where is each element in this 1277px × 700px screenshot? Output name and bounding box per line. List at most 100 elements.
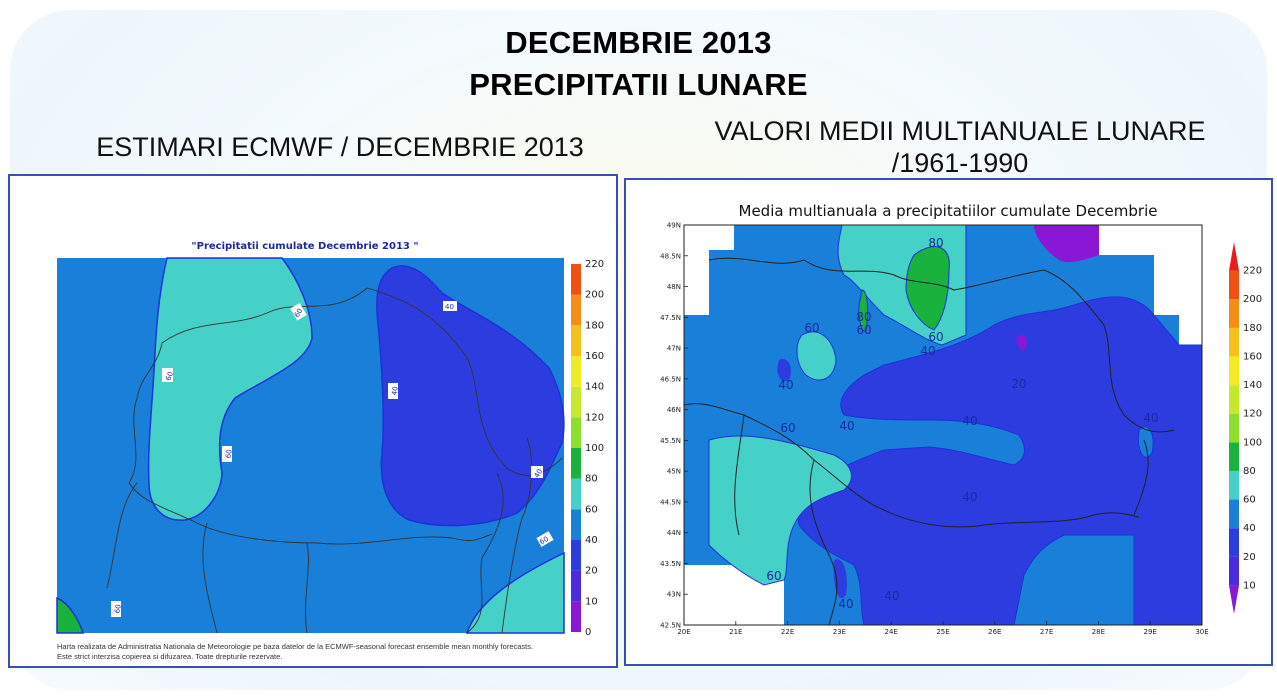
lat-tick-label: 45N <box>667 468 681 476</box>
lat-tick-label: 42.5N <box>660 622 681 630</box>
lon-tick-label: 22E <box>781 628 794 636</box>
right-area-60-80-oval <box>796 331 837 381</box>
right-area-20-40-blob <box>887 573 898 591</box>
legend-tick-label: 140 <box>1243 380 1262 391</box>
right-contour-label: 40 <box>962 490 977 504</box>
legend-swatch <box>571 325 581 356</box>
lon-tick-label: 30E <box>1195 628 1208 636</box>
legend-swatch <box>1229 528 1239 557</box>
right-area-20-40-blob <box>777 359 791 382</box>
legend-tick-label: 120 <box>1243 409 1262 420</box>
legend-tick-label: 80 <box>1243 466 1256 477</box>
legend-tick-label: 0 <box>585 627 591 638</box>
right-climatology-map: Media multianuala a precipitatiilor cumu… <box>660 202 1262 636</box>
legend-tick-label: 20 <box>1243 552 1256 563</box>
right-contour-label: 40 <box>1143 411 1158 425</box>
right-area-20-40-south <box>942 495 966 560</box>
right-heading-line1: VALORI MEDII MULTIANUALE LUNARE <box>714 116 1206 146</box>
legend-swatch <box>1229 585 1239 614</box>
left-credit-line1: Harta realizata de Administratia Nationa… <box>57 642 534 651</box>
right-contour-label: 40 <box>839 419 854 433</box>
legend-swatch <box>1229 299 1239 328</box>
left-map-borders <box>106 287 563 634</box>
right-map-panel: Media multianuala a precipitatiilor cumu… <box>624 178 1273 666</box>
left-contour-label: 60 <box>113 604 122 614</box>
main-title-line2: PRECIPITATII LUNARE <box>469 67 808 102</box>
legend-swatch <box>1229 470 1239 500</box>
right-contour-label: 20 <box>1011 377 1026 391</box>
legend-tick-label: 160 <box>585 351 604 362</box>
legend-tick-label: 160 <box>1243 351 1262 362</box>
lon-tick-label: 25E <box>936 628 949 636</box>
legend-swatch <box>571 540 581 571</box>
legend-tick-label: 100 <box>585 443 604 454</box>
right-contour-label: 80 <box>928 236 943 250</box>
lon-tick-label: 28E <box>1092 628 1105 636</box>
lat-tick-label: 48N <box>667 283 681 291</box>
lon-tick-label: 26E <box>988 628 1001 636</box>
lat-tick-label: 47.5N <box>660 314 681 322</box>
right-contour-label: 60 <box>928 330 943 344</box>
legend-swatch <box>571 570 581 602</box>
legend-tick-label: 220 <box>585 259 604 270</box>
legend-tick-label: 60 <box>1243 495 1256 506</box>
legend-swatch <box>571 294 581 326</box>
right-area-80-100-north <box>905 246 950 331</box>
left-area-60-80-west <box>147 257 313 521</box>
lon-tick-label: 21E <box>729 628 742 636</box>
legend-tick-label: 10 <box>585 596 598 607</box>
legend-swatch <box>571 448 581 479</box>
legend-swatch <box>571 601 581 632</box>
left-coastline <box>501 437 533 634</box>
legend-tick-label: 140 <box>585 382 604 393</box>
right-area-40-60-east <box>1137 426 1154 458</box>
legend-tick-label: 20 <box>585 566 598 577</box>
lon-tick-label: 24E <box>885 628 898 636</box>
legend-swatch <box>1229 270 1239 300</box>
lat-tick-label: 44N <box>667 529 681 537</box>
lon-tick-label: 20E <box>677 628 690 636</box>
right-map-title: Media multianuala a precipitatiilor cumu… <box>739 202 1158 220</box>
lon-tick-label: 29E <box>1144 628 1157 636</box>
right-area-10-20-center <box>1016 334 1027 350</box>
legend-tick-label: 40 <box>585 535 598 546</box>
left-area-20-40-east <box>376 265 565 527</box>
legend-tick-label: 40 <box>1243 523 1256 534</box>
left-heading: ESTIMARI ECMWF / DECEMBRIE 2013 <box>96 132 584 162</box>
lon-tick-label: 27E <box>1040 628 1053 636</box>
left-area-80-100-corner <box>56 596 85 634</box>
legend-swatch <box>1229 499 1239 529</box>
lat-tick-label: 46.5N <box>660 375 681 383</box>
right-contour-label: 40 <box>838 597 853 611</box>
legend-swatch <box>1229 442 1239 471</box>
right-contour-label: 40 <box>884 589 899 603</box>
legend-swatch <box>571 386 581 418</box>
nodata-patch <box>1099 225 1202 345</box>
main-title-line1: DECEMBRIE 2013 <box>505 25 772 60</box>
legend-swatch <box>1229 327 1239 357</box>
legend-tick-label: 10 <box>1243 580 1256 591</box>
right-contour-label: 40 <box>920 344 935 358</box>
lat-tick-label: 45.5N <box>660 437 681 445</box>
legend-tick-label: 100 <box>1243 437 1262 448</box>
left-contour-label: 60 <box>164 371 175 382</box>
right-area-10-20-north <box>1034 225 1099 263</box>
left-contour-label: 40 <box>533 468 544 480</box>
left-contour-label: 60 <box>538 535 550 546</box>
left-contour-label: 40 <box>445 303 454 311</box>
right-contour-label: 40 <box>778 378 793 392</box>
left-map-title: "Precipitatii cumulate Decembrie 2013 " <box>191 241 418 252</box>
left-legend: 0 10 20 40 60 80 100 120 140 160 180 200 220 <box>571 259 604 638</box>
lat-tick-label: 48.5N <box>660 252 681 260</box>
legend-tick-label: 180 <box>1243 323 1262 334</box>
lat-tick-label: 46N <box>667 406 681 414</box>
lon-tick-label: 23E <box>833 628 846 636</box>
left-contour-label: 60 <box>224 449 233 459</box>
lat-tick-label: 49N <box>667 222 681 230</box>
legend-swatch <box>571 509 581 540</box>
legend-swatch <box>1229 356 1239 386</box>
legend-swatch <box>1229 556 1239 586</box>
right-area-60-80-southwest <box>708 435 852 586</box>
right-contour-label: 60 <box>804 321 819 335</box>
legend-swatch <box>1229 385 1239 414</box>
